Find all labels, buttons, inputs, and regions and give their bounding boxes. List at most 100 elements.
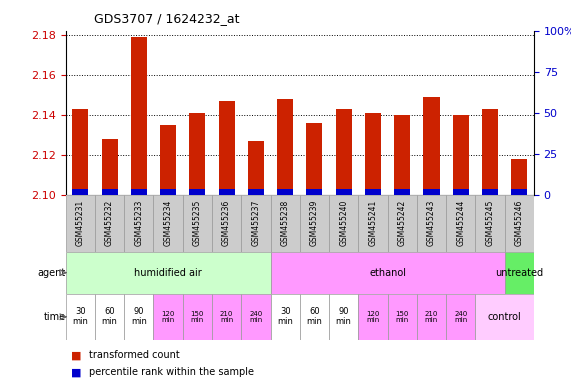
Text: time: time <box>43 312 66 322</box>
Bar <box>505 195 534 252</box>
Bar <box>359 195 388 252</box>
Bar <box>446 294 475 340</box>
Bar <box>271 252 505 294</box>
Bar <box>219 189 235 195</box>
Bar <box>329 195 359 252</box>
Text: 30
min: 30 min <box>73 308 89 326</box>
Text: GSM455235: GSM455235 <box>193 200 202 247</box>
Text: GSM455245: GSM455245 <box>485 200 494 247</box>
Bar <box>277 99 293 195</box>
Bar <box>453 115 469 195</box>
Text: humidified air: humidified air <box>134 268 202 278</box>
Bar <box>124 294 154 340</box>
Bar <box>183 294 212 340</box>
Text: 60
min: 60 min <box>102 308 118 326</box>
Bar <box>241 195 271 252</box>
Bar <box>446 195 475 252</box>
Text: GSM455241: GSM455241 <box>368 200 377 247</box>
Text: 150
min: 150 min <box>191 311 204 323</box>
Bar <box>190 113 206 195</box>
Text: GSM455246: GSM455246 <box>514 200 524 247</box>
Bar <box>95 195 124 252</box>
Bar <box>241 294 271 340</box>
Text: GSM455243: GSM455243 <box>427 200 436 247</box>
Bar <box>95 294 124 340</box>
Bar <box>329 294 359 340</box>
Bar <box>277 189 293 195</box>
Bar <box>359 294 388 340</box>
Bar <box>124 195 154 252</box>
Text: GSM455237: GSM455237 <box>251 200 260 247</box>
Bar <box>300 195 329 252</box>
Bar <box>102 189 118 195</box>
Text: 240
min: 240 min <box>250 311 263 323</box>
Bar <box>417 195 446 252</box>
Bar <box>394 115 410 195</box>
Bar <box>511 189 527 195</box>
Bar <box>388 195 417 252</box>
Bar <box>248 141 264 195</box>
Text: ethanol: ethanol <box>369 268 406 278</box>
Bar <box>271 195 300 252</box>
Bar <box>66 195 95 252</box>
Bar <box>160 189 176 195</box>
Bar <box>154 294 183 340</box>
Bar <box>212 294 241 340</box>
Text: GSM455233: GSM455233 <box>134 200 143 247</box>
Text: GSM455238: GSM455238 <box>280 200 289 247</box>
Bar <box>482 109 498 195</box>
Bar <box>190 189 206 195</box>
Text: GSM455232: GSM455232 <box>105 200 114 247</box>
Bar <box>336 109 352 195</box>
Text: 60
min: 60 min <box>307 308 323 326</box>
Text: GSM455244: GSM455244 <box>456 200 465 247</box>
Text: ■: ■ <box>71 350 82 360</box>
Bar <box>505 252 534 294</box>
Bar <box>394 189 410 195</box>
Bar <box>66 252 271 294</box>
Text: 120
min: 120 min <box>366 311 380 323</box>
Bar <box>183 195 212 252</box>
Text: GSM455231: GSM455231 <box>76 200 85 247</box>
Bar <box>365 113 381 195</box>
Bar <box>475 195 505 252</box>
Bar <box>73 189 89 195</box>
Bar <box>102 139 118 195</box>
Text: GSM455239: GSM455239 <box>310 200 319 247</box>
Bar <box>307 189 323 195</box>
Text: percentile rank within the sample: percentile rank within the sample <box>89 367 254 377</box>
Text: GSM455234: GSM455234 <box>163 200 172 247</box>
Bar <box>424 189 440 195</box>
Bar <box>271 294 300 340</box>
Bar <box>336 189 352 195</box>
Text: 210
min: 210 min <box>425 311 438 323</box>
Bar <box>482 189 498 195</box>
Text: 210
min: 210 min <box>220 311 234 323</box>
Bar <box>365 189 381 195</box>
Bar <box>73 109 89 195</box>
Bar <box>212 195 241 252</box>
Bar <box>154 195 183 252</box>
Bar <box>424 97 440 195</box>
Text: 240
min: 240 min <box>454 311 467 323</box>
Text: 120
min: 120 min <box>162 311 175 323</box>
Text: GDS3707 / 1624232_at: GDS3707 / 1624232_at <box>94 12 240 25</box>
Text: GSM455242: GSM455242 <box>397 200 407 247</box>
Bar <box>66 294 95 340</box>
Bar <box>388 294 417 340</box>
Text: 150
min: 150 min <box>396 311 409 323</box>
Text: 90
min: 90 min <box>131 308 147 326</box>
Bar <box>417 294 446 340</box>
Text: GSM455240: GSM455240 <box>339 200 348 247</box>
Bar <box>511 159 527 195</box>
Text: ■: ■ <box>71 367 82 377</box>
Bar <box>475 294 534 340</box>
Bar <box>131 189 147 195</box>
Bar <box>160 125 176 195</box>
Text: untreated: untreated <box>495 268 544 278</box>
Bar <box>248 189 264 195</box>
Text: GSM455236: GSM455236 <box>222 200 231 247</box>
Text: control: control <box>488 312 521 322</box>
Text: transformed count: transformed count <box>89 350 179 360</box>
Text: 30
min: 30 min <box>277 308 293 326</box>
